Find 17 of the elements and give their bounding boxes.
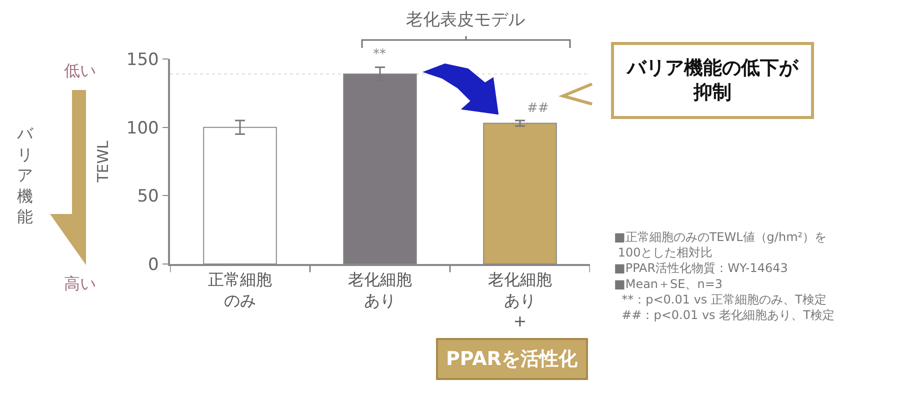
text: バリア機能 (16, 124, 34, 226)
x-tick-label: 老化細胞あり+ (488, 270, 552, 331)
x-tick-label: 老化細胞あり (348, 270, 412, 310)
y-axis-title: TEWL (94, 140, 112, 184)
y-tick-label: 50 (137, 186, 159, 207)
text: PPARを活性化 (446, 348, 578, 370)
text: ■正常細胞のみのTEWL値（g/hm²）を 100とした相対比 ■PPAR活性化物質：WY-14643 ■Mean＋SE、n=3 **：p<0.01 vs 正常細胞のみ、T検定 ##：p<0.01 vs 老化細胞あり、T検定 (614, 230, 834, 322)
text: 老化表皮モデル (406, 10, 525, 30)
annotation: ** (373, 47, 386, 62)
text: バリア機能の低下が抑制 (626, 57, 799, 104)
text: 高い (64, 274, 96, 293)
annotation: ## (527, 101, 549, 116)
y-tick-label: 0 (148, 254, 159, 275)
y-tick-label: 150 (126, 50, 159, 70)
x-tick-label: 正常細胞のみ (208, 270, 272, 310)
text: 低い (64, 61, 96, 80)
y-tick-label: 100 (126, 118, 159, 138)
